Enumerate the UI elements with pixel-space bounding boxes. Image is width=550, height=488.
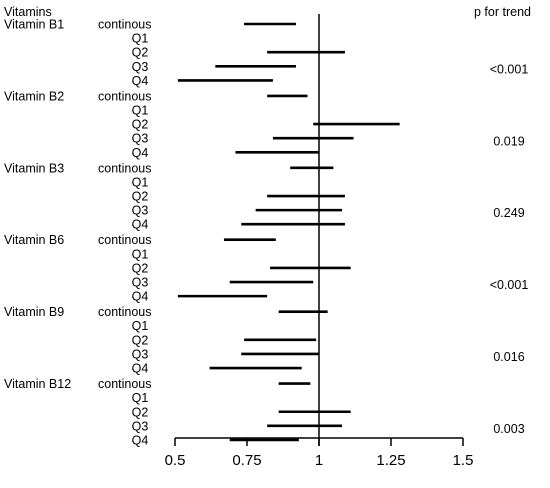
p-trend-value: 0.249 [493,206,524,220]
row-label: Q2 [132,261,149,275]
x-tick-label: 0.75 [232,452,261,469]
row-label: Q4 [132,362,149,376]
row-label: Q4 [132,74,149,88]
row-label: continous [98,305,152,319]
p-trend-value: <0.001 [490,278,529,292]
row-label: Q3 [132,419,149,433]
row-label: Q1 [132,319,149,333]
header-p-for-trend: p for trend [474,5,531,19]
row-label: Q2 [132,118,149,132]
row-label: Q4 [132,146,149,160]
row-label: continous [98,89,152,103]
row-label: Q3 [132,347,149,361]
row-label: Q1 [132,32,149,46]
row-label: Q3 [132,276,149,290]
p-trend-value: 0.003 [493,422,524,436]
row-label: Q3 [132,60,149,74]
row-label: Q4 [132,433,149,447]
row-label: Q1 [132,391,149,405]
p-trend-value: 0.019 [493,134,524,148]
row-label: Q1 [132,104,149,118]
row-label: Q3 [132,204,149,218]
row-label: continous [98,233,152,247]
group-name-label: Vitamin B9 [4,305,64,319]
group-name-label: Vitamin B12 [4,377,71,391]
x-tick-label: 1.5 [453,452,474,469]
x-tick-label: 1 [315,452,323,469]
x-tick-label: 0.5 [165,452,186,469]
forest-rows: Vitamin B1 continousQ1Q2Q3Q4<0.001Vitamin… [4,18,528,448]
row-label: Q2 [132,333,149,347]
row-label: Q1 [132,247,149,261]
header-vitamins: Vitamins [4,5,52,19]
group-name-label: Vitamin B2 [4,89,64,103]
row-label: continous [98,377,152,391]
group-name-label: Vitamin B6 [4,233,64,247]
x-axis: 0.5 0.75 1 1.25 1.5 [165,437,474,469]
row-label: Q2 [132,190,149,204]
group-name-label: Vitamin B3 [4,161,64,175]
row-label: Q4 [132,218,149,232]
group-name-label: Vitamin B1 [4,18,64,32]
row-label: continous [98,18,152,32]
row-label: Q1 [132,175,149,189]
row-label: Q3 [132,132,149,146]
row-label: Q2 [132,405,149,419]
row-label: Q4 [132,290,149,304]
x-tick-label: 1.25 [376,452,405,469]
p-trend-value: <0.001 [490,62,529,76]
p-trend-value: 0.016 [493,350,524,364]
row-label: Q2 [132,46,149,60]
row-label: continous [98,161,152,175]
